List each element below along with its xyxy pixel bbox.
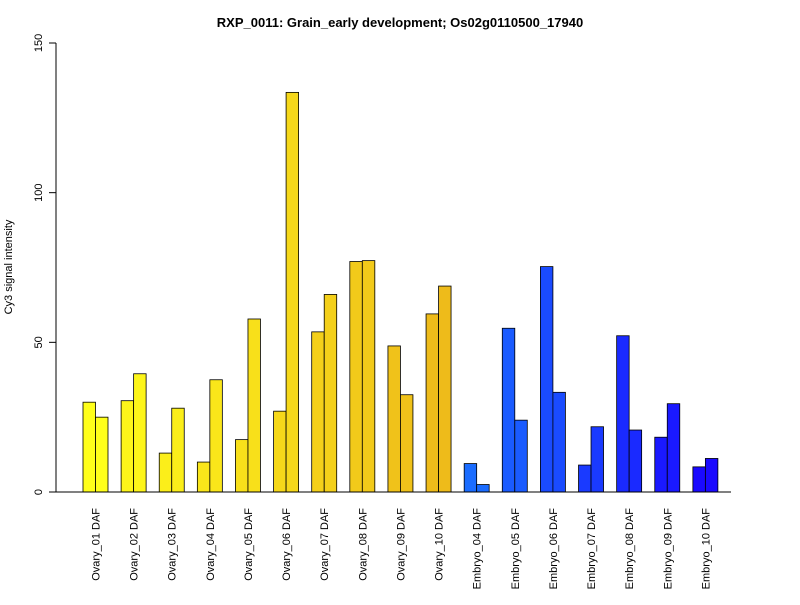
bar <box>476 484 490 493</box>
bar <box>158 452 173 493</box>
bar <box>285 91 299 493</box>
bar <box>349 261 363 493</box>
x-tick-label: Embryo_05 DAF <box>510 508 522 590</box>
y-tick-label: 0 <box>33 489 45 495</box>
x-tick-label: Ovary_10 DAF <box>434 508 446 581</box>
bar <box>616 335 630 493</box>
bar <box>311 331 325 493</box>
bars <box>82 91 719 493</box>
bar <box>133 373 147 493</box>
bar <box>196 461 211 493</box>
y-tick-label: 100 <box>33 183 45 201</box>
x-tick-label: Embryo_04 DAF <box>472 508 484 590</box>
bar <box>400 394 414 493</box>
x-tick-label: Embryo_07 DAF <box>586 508 598 590</box>
bar <box>704 458 719 493</box>
bar <box>540 266 554 493</box>
bar <box>273 410 287 493</box>
bar <box>120 400 135 493</box>
bar <box>323 294 338 493</box>
y-axis: 0 50 100 150 <box>33 34 57 495</box>
bar <box>235 439 249 493</box>
x-tick-label: Embryo_08 DAF <box>624 508 636 590</box>
x-tick-label: Embryo_06 DAF <box>548 508 560 590</box>
x-tick-labels: Ovary_01 DAF Ovary_02 DAF Ovary_03 DAF Ovar… <box>91 508 713 590</box>
bar <box>578 464 592 493</box>
bar <box>387 345 401 493</box>
bar <box>501 327 516 493</box>
bar <box>171 407 185 493</box>
x-tick-label: Ovary_04 DAF <box>205 508 217 581</box>
x-tick-label: Embryo_09 DAF <box>662 508 674 590</box>
x-tick-label: Ovary_03 DAF <box>167 508 179 581</box>
x-tick-label: Ovary_05 DAF <box>243 508 255 581</box>
chart-title: RXP_0011: Grain_early development; Os02g… <box>217 15 583 30</box>
y-tick-label: 50 <box>33 336 45 348</box>
x-tick-label: Ovary_08 DAF <box>357 508 369 581</box>
bar <box>514 419 528 493</box>
bar <box>82 401 96 493</box>
bar <box>666 403 681 493</box>
y-tick-label: 150 <box>33 34 45 52</box>
bar <box>654 436 668 493</box>
bar <box>95 416 109 493</box>
bar <box>628 429 643 493</box>
x-tick-label: Ovary_02 DAF <box>129 508 141 581</box>
y-axis-label: Cy3 signal intensity <box>3 219 15 314</box>
x-tick-label: Ovary_07 DAF <box>319 508 331 581</box>
bar <box>361 260 376 493</box>
bar <box>425 313 439 493</box>
x-tick-label: Ovary_06 DAF <box>281 508 293 581</box>
bar <box>590 426 604 493</box>
bar <box>692 466 706 493</box>
x-tick-label: Ovary_01 DAF <box>91 508 103 581</box>
bar <box>463 463 478 493</box>
x-tick-label: Ovary_09 DAF <box>395 508 407 581</box>
bar <box>438 285 452 493</box>
bar <box>552 391 566 493</box>
x-tick-label: Embryo_10 DAF <box>700 508 712 590</box>
bar <box>209 379 223 493</box>
bar <box>247 318 261 493</box>
